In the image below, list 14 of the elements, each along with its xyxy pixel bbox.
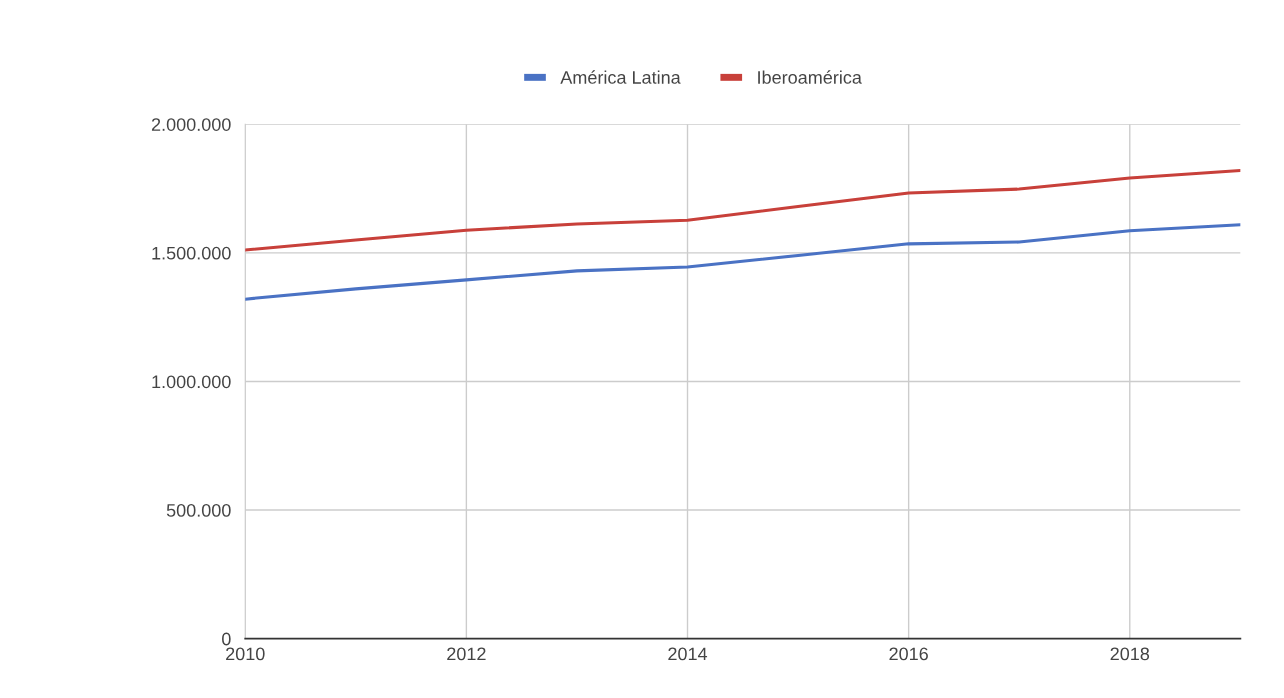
x-tick-label: 2016 [889,647,928,661]
x-tick-label: 2012 [447,647,486,661]
y-tick-label: 1.000.000 [152,375,231,389]
x-tick-label: 2010 [226,647,265,661]
x-tick-label: 2014 [668,647,708,661]
legend-label: Iberoamérica [758,70,862,84]
x-tick-label: 2018 [1110,647,1150,661]
line-series [245,169,1241,252]
y-tick-label: 500.000 [166,504,231,517]
y-tick-label: 1.500.000 [152,246,231,260]
legend-label: América Latina [560,70,681,84]
y-tick-label: 2.000.000 [151,118,231,131]
y-tick-label: 0 [222,632,231,646]
line-series [245,223,1241,301]
